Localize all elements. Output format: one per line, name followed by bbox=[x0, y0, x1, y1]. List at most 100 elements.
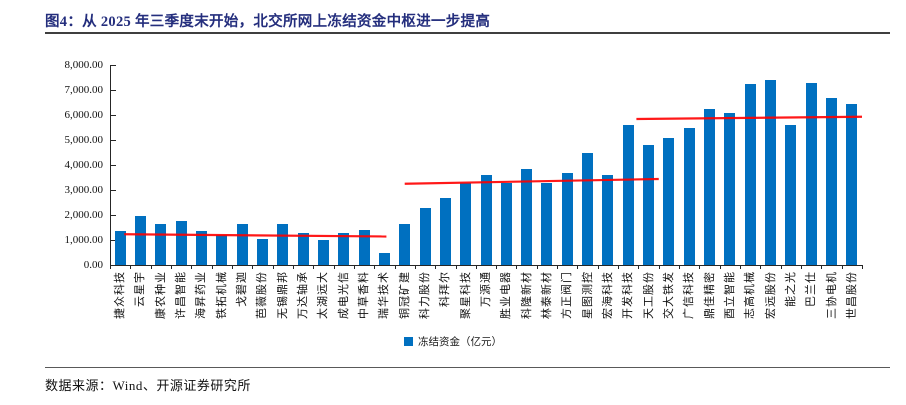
x-axis-label-text: 科力股份 bbox=[419, 271, 432, 319]
x-axis-tick bbox=[699, 266, 701, 269]
title-divider bbox=[45, 32, 890, 34]
y-tick-label: 5,000.00 bbox=[64, 134, 104, 146]
x-axis-tick bbox=[292, 266, 294, 269]
chart-legend: 冻结资金（亿元） bbox=[0, 334, 906, 349]
bar bbox=[317, 240, 329, 265]
legend-swatch-frozen-funds bbox=[404, 337, 413, 346]
x-axis-label-text: 巴兰仕 bbox=[805, 271, 818, 307]
x-axis-label-text: 许昌智能 bbox=[175, 271, 188, 319]
bar bbox=[216, 235, 228, 265]
bar bbox=[541, 182, 553, 265]
x-axis-tick bbox=[536, 266, 538, 269]
x-axis-line bbox=[110, 265, 863, 266]
bar bbox=[155, 223, 167, 265]
x-axis-label-text: 成电光信 bbox=[337, 271, 350, 319]
bar bbox=[256, 238, 268, 265]
x-axis-tick bbox=[191, 266, 193, 269]
x-axis-tick bbox=[496, 266, 498, 269]
x-axis-tick bbox=[638, 266, 640, 269]
bar bbox=[765, 80, 777, 265]
bar bbox=[826, 97, 837, 265]
bar bbox=[500, 182, 512, 265]
x-axis-label-text: 云星宇 bbox=[134, 271, 147, 307]
x-axis-label-text: 开发科技 bbox=[622, 271, 635, 319]
x-axis-tick bbox=[455, 266, 457, 269]
bar bbox=[724, 112, 736, 265]
y-axis-line bbox=[110, 65, 111, 266]
x-axis-tick bbox=[272, 266, 274, 269]
bar bbox=[195, 231, 207, 265]
y-axis-tick bbox=[111, 65, 116, 66]
x-axis-tick bbox=[516, 266, 518, 269]
x-axis-label-text: 林泰新材 bbox=[540, 271, 553, 319]
x-axis-tick bbox=[231, 266, 233, 269]
x-axis-label-text: 瑞华技术 bbox=[378, 271, 391, 319]
x-axis-label-text: 交大铁发 bbox=[662, 271, 675, 319]
x-axis-tick bbox=[374, 266, 376, 269]
x-axis-tick bbox=[760, 266, 762, 269]
x-axis-label-text: 科拜尔 bbox=[439, 271, 452, 307]
y-tick-label: 2,000.00 bbox=[64, 209, 104, 221]
x-axis-label: 世昌股份 bbox=[846, 271, 894, 319]
bar bbox=[643, 145, 655, 265]
x-axis-label-text: 捷众科技 bbox=[114, 271, 127, 319]
x-axis-label-text: 无锡鼎邦 bbox=[276, 271, 289, 319]
x-axis-label-text: 星图测控 bbox=[581, 271, 594, 319]
bar bbox=[744, 83, 756, 265]
bar bbox=[460, 182, 472, 265]
y-axis-tick bbox=[111, 190, 116, 191]
x-axis-tick bbox=[679, 266, 681, 269]
y-axis-tick bbox=[111, 140, 116, 141]
bar bbox=[785, 125, 797, 265]
x-axis-tick bbox=[211, 266, 213, 269]
y-axis-tick bbox=[111, 115, 116, 116]
figure-title: 图4：从 2025 年三季度末开始，北交所网上冻结资金中枢进一步提高 bbox=[45, 14, 491, 30]
legend-label: 冻结资金（亿元） bbox=[418, 337, 502, 348]
x-axis-label-text: 铁拓机械 bbox=[215, 271, 228, 319]
x-axis-label-text: 万达轴承 bbox=[297, 271, 310, 319]
x-axis-tick bbox=[618, 266, 620, 269]
x-axis-label-text: 能之光 bbox=[784, 271, 797, 307]
x-axis-tick bbox=[841, 266, 843, 269]
x-axis-tick bbox=[780, 266, 782, 269]
x-axis-label-text: 广信科技 bbox=[683, 271, 696, 319]
x-axis-tick bbox=[801, 266, 803, 269]
bar bbox=[582, 152, 594, 265]
y-axis-tick bbox=[111, 240, 116, 241]
x-axis-label-text: 方正阀门 bbox=[561, 271, 574, 319]
x-axis-label-text: 万源通 bbox=[480, 271, 492, 307]
x-axis-label-text: 太湖远大 bbox=[317, 271, 330, 319]
bar bbox=[561, 172, 573, 265]
x-axis-tick bbox=[333, 266, 335, 269]
x-axis-tick bbox=[719, 266, 721, 269]
x-axis-tick bbox=[435, 266, 437, 269]
x-axis-tick bbox=[740, 266, 742, 269]
x-axis-label-text: 鼎佳精密 bbox=[703, 271, 716, 319]
x-axis-tick bbox=[110, 266, 111, 269]
bar bbox=[338, 232, 350, 265]
x-axis-label-text: 聚星科技 bbox=[459, 271, 472, 319]
footer-divider bbox=[45, 367, 890, 368]
x-axis-tick bbox=[252, 266, 254, 269]
bar bbox=[622, 125, 634, 265]
bar bbox=[358, 230, 370, 265]
x-axis-tick bbox=[658, 266, 660, 269]
bar bbox=[399, 223, 411, 265]
y-tick-label: 0.00 bbox=[83, 259, 103, 271]
x-axis-tick bbox=[862, 266, 863, 269]
y-tick-label: 6,000.00 bbox=[64, 109, 104, 121]
bar bbox=[134, 216, 146, 265]
x-axis-label-text: 戈碧迦 bbox=[236, 271, 249, 307]
bar bbox=[378, 252, 390, 265]
y-tick-label: 3,000.00 bbox=[64, 184, 104, 196]
x-axis-label-text: 志高机械 bbox=[744, 271, 757, 319]
bar bbox=[297, 232, 309, 265]
y-axis-tick bbox=[111, 165, 116, 166]
bar bbox=[663, 137, 675, 265]
x-axis-tick bbox=[414, 266, 416, 269]
x-axis-label-text: 酉立智能 bbox=[723, 271, 736, 319]
bar bbox=[114, 231, 126, 265]
bar bbox=[846, 103, 858, 265]
x-axis-label-text: 宏海科技 bbox=[601, 271, 614, 319]
